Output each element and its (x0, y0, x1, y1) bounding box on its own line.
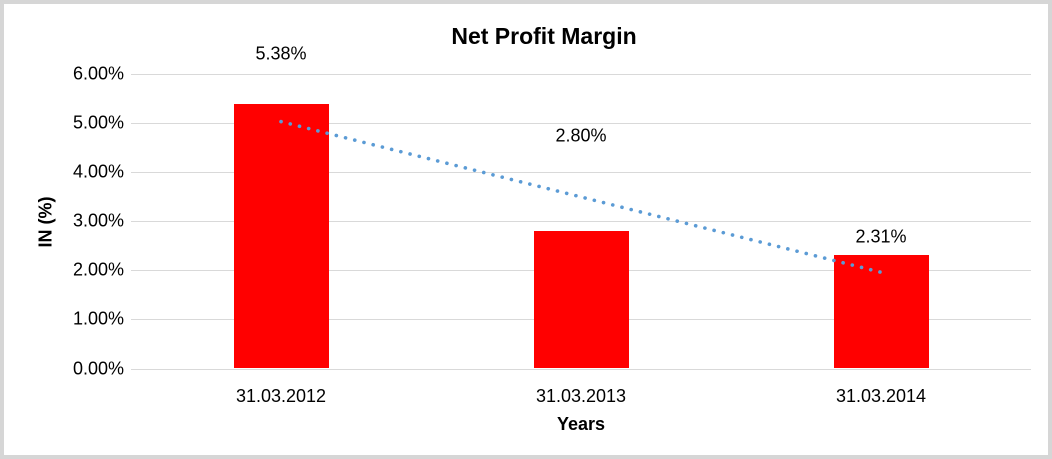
bar-31.03.2012 (233, 104, 329, 369)
data-label: 5.38% (255, 43, 307, 64)
y-tick-label: 0.00% (72, 358, 124, 378)
y-tick-label: 2.00% (72, 259, 124, 280)
y-tick-label: 4.00% (72, 161, 124, 182)
y-tick-label: 5.00% (72, 112, 124, 133)
y-tick-label: 1.00% (72, 308, 124, 329)
data-label: 2.31% (855, 226, 907, 247)
bar-31.03.2014 (833, 255, 929, 369)
y-tick-label: 6.00% (72, 63, 124, 84)
x-category-label: 31.03.2012 (235, 385, 327, 406)
bar-31.03.2013 (533, 231, 629, 369)
x-axis-title: Years (556, 414, 606, 434)
chart-title: Net Profit Margin (451, 23, 637, 49)
y-tick-label: 3.00% (72, 210, 124, 231)
gridline (131, 74, 1031, 75)
gridline (131, 368, 1031, 370)
data-label: 2.80% (555, 125, 607, 146)
x-category-label: 31.03.2014 (835, 385, 927, 406)
x-category-label: 31.03.2013 (535, 385, 627, 406)
